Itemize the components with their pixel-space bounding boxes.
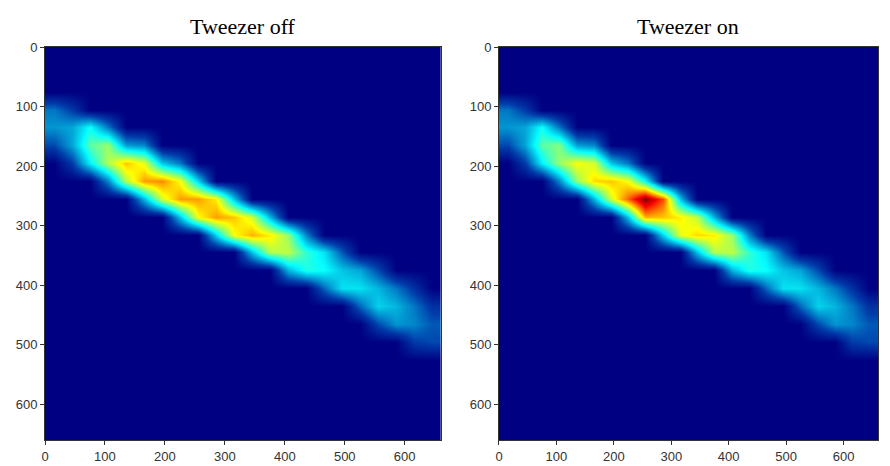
svg-text:600: 600 [394,449,416,464]
svg-text:300: 300 [16,218,38,233]
svg-text:300: 300 [470,218,492,233]
svg-text:Tweezer on: Tweezer on [637,14,739,39]
svg-text:200: 200 [154,449,176,464]
svg-text:400: 400 [470,278,492,293]
svg-text:500: 500 [470,337,492,352]
svg-text:0: 0 [484,40,491,55]
svg-text:500: 500 [775,449,797,464]
svg-text:600: 600 [470,397,492,412]
svg-text:0: 0 [30,40,37,55]
svg-text:600: 600 [16,397,38,412]
svg-text:300: 300 [214,449,236,464]
svg-text:400: 400 [718,449,740,464]
svg-text:300: 300 [660,449,682,464]
svg-text:100: 100 [546,449,568,464]
svg-text:200: 200 [16,159,38,174]
svg-text:600: 600 [833,449,855,464]
svg-text:200: 200 [470,159,492,174]
svg-text:500: 500 [16,337,38,352]
svg-text:0: 0 [495,449,502,464]
svg-text:500: 500 [334,449,356,464]
svg-text:100: 100 [470,99,492,114]
svg-text:0: 0 [41,449,48,464]
svg-text:400: 400 [274,449,296,464]
svg-text:200: 200 [603,449,625,464]
svg-text:400: 400 [16,278,38,293]
svg-text:100: 100 [94,449,116,464]
svg-text:Tweezer off: Tweezer off [190,14,296,39]
svg-text:100: 100 [16,99,38,114]
